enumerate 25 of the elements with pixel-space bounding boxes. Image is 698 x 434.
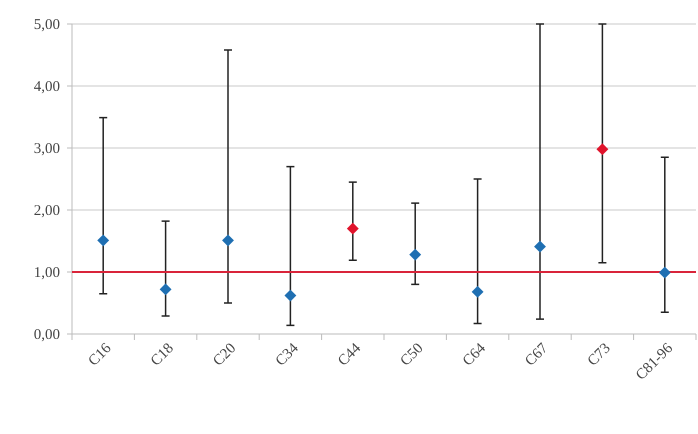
x-tick-label: C18 (148, 340, 177, 370)
x-tick-label: C16 (86, 340, 115, 370)
x-tick-label: C20 (210, 340, 240, 370)
point (472, 286, 484, 298)
x-tick-label: C73 (584, 340, 614, 370)
y-tick-label: 3,00 (34, 140, 60, 157)
x-tick-label: C50 (398, 340, 427, 370)
point (534, 240, 546, 253)
point (346, 222, 359, 235)
x-tick-label: C34 (272, 340, 302, 370)
y-tick-label: 1,00 (34, 264, 60, 281)
y-tick-label: 5,00 (34, 16, 60, 33)
x-tick-label: C44 (335, 340, 364, 370)
point (409, 248, 422, 261)
x-tick-label: C64 (460, 340, 490, 370)
y-tick-label: 4,00 (34, 78, 60, 95)
point (284, 290, 296, 302)
y-tick-label: 0,00 (34, 326, 60, 343)
point (596, 143, 608, 156)
point (160, 283, 172, 296)
point (658, 266, 671, 279)
y-tick-label: 2,00 (34, 202, 60, 219)
point (97, 234, 110, 246)
x-tick-label: C67 (522, 340, 552, 370)
point (222, 234, 234, 246)
